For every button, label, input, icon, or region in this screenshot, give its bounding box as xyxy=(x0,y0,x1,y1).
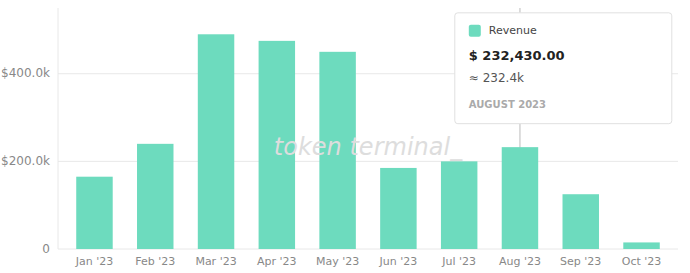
x-tick-label: Apr '23 xyxy=(257,255,297,268)
x-tick-label: Mar '23 xyxy=(195,255,236,268)
bar xyxy=(380,168,416,249)
tooltip: Revenue $ 232,430.00 ≈ 232.4k AUGUST 2023 xyxy=(455,13,672,124)
y-tick-label: $400.0k xyxy=(1,66,50,80)
tooltip-box xyxy=(455,13,672,124)
bar xyxy=(76,177,112,249)
bar xyxy=(137,144,173,249)
tooltip-label: Revenue xyxy=(489,24,537,37)
bar xyxy=(198,34,234,249)
x-tick-label: Jul '23 xyxy=(441,255,476,268)
tooltip-swatch xyxy=(469,25,481,37)
x-tick-label: May '23 xyxy=(316,255,359,268)
chart: 0 $200.0k $400.0k Jan '23 Feb '23 Mar '23 Apr … xyxy=(0,0,690,273)
tooltip-title: AUGUST 2023 xyxy=(469,99,546,110)
x-tick-label: Aug '23 xyxy=(499,255,541,268)
x-tick-label: Feb '23 xyxy=(135,255,175,268)
watermark: token terminal_ xyxy=(274,133,463,161)
bar xyxy=(502,147,538,249)
y-axis-line xyxy=(58,8,59,249)
x-tick-label: Jun '23 xyxy=(379,255,418,268)
tooltip-approx: ≈ 232.4k xyxy=(469,71,524,85)
tooltip-value: $ 232,430.00 xyxy=(469,48,565,63)
x-tick-label: Sep '23 xyxy=(560,255,601,268)
bar xyxy=(441,161,477,249)
x-tick-label: Jan '23 xyxy=(75,255,113,268)
bar xyxy=(563,194,599,249)
y-tick-label: $200.0k xyxy=(1,154,50,168)
bar xyxy=(623,242,659,249)
x-tick-label: Oct '23 xyxy=(622,255,662,268)
y-tick-label: 0 xyxy=(42,242,50,256)
